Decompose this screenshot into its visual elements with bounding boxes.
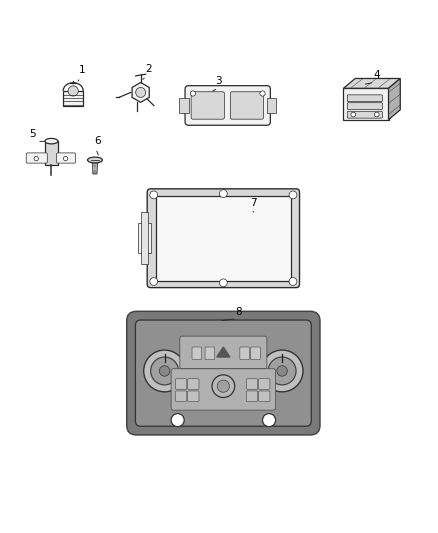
Text: 8: 8 bbox=[235, 306, 242, 317]
Circle shape bbox=[144, 350, 185, 392]
Bar bbox=[267, 98, 276, 114]
Circle shape bbox=[277, 366, 287, 376]
FancyBboxPatch shape bbox=[127, 311, 320, 435]
FancyBboxPatch shape bbox=[176, 379, 187, 389]
Circle shape bbox=[190, 91, 195, 96]
Polygon shape bbox=[92, 161, 98, 174]
Text: 2: 2 bbox=[145, 64, 152, 74]
Circle shape bbox=[289, 191, 297, 199]
Bar bbox=[179, 98, 188, 114]
Circle shape bbox=[151, 357, 179, 385]
Bar bbox=[156, 196, 291, 281]
Ellipse shape bbox=[45, 139, 58, 144]
Circle shape bbox=[261, 350, 303, 392]
Circle shape bbox=[64, 156, 68, 161]
FancyBboxPatch shape bbox=[258, 379, 270, 389]
FancyBboxPatch shape bbox=[251, 347, 260, 360]
FancyBboxPatch shape bbox=[258, 391, 270, 401]
FancyBboxPatch shape bbox=[57, 153, 76, 163]
Text: 1: 1 bbox=[78, 65, 85, 75]
Polygon shape bbox=[343, 78, 400, 88]
Bar bbox=[63, 91, 83, 106]
Circle shape bbox=[171, 414, 184, 426]
FancyBboxPatch shape bbox=[192, 347, 201, 360]
Circle shape bbox=[289, 278, 297, 286]
FancyBboxPatch shape bbox=[191, 92, 224, 119]
Circle shape bbox=[34, 156, 39, 161]
Bar bbox=[45, 141, 58, 165]
FancyBboxPatch shape bbox=[26, 153, 47, 163]
FancyBboxPatch shape bbox=[347, 95, 382, 102]
FancyBboxPatch shape bbox=[240, 347, 250, 360]
Polygon shape bbox=[343, 88, 389, 119]
Circle shape bbox=[159, 366, 170, 376]
Text: 7: 7 bbox=[250, 198, 256, 208]
Circle shape bbox=[260, 91, 265, 96]
Polygon shape bbox=[132, 83, 149, 102]
FancyBboxPatch shape bbox=[205, 347, 215, 360]
FancyBboxPatch shape bbox=[185, 86, 270, 125]
FancyBboxPatch shape bbox=[187, 391, 199, 401]
Bar bbox=[138, 223, 151, 254]
FancyBboxPatch shape bbox=[171, 369, 276, 410]
FancyBboxPatch shape bbox=[180, 336, 267, 369]
Text: 6: 6 bbox=[95, 136, 101, 147]
FancyBboxPatch shape bbox=[247, 379, 258, 389]
Circle shape bbox=[150, 191, 158, 199]
Circle shape bbox=[268, 357, 296, 385]
Circle shape bbox=[262, 414, 276, 426]
FancyBboxPatch shape bbox=[347, 103, 382, 109]
Text: 5: 5 bbox=[29, 130, 36, 140]
Bar bbox=[141, 212, 148, 264]
Circle shape bbox=[351, 112, 356, 117]
FancyBboxPatch shape bbox=[135, 320, 311, 426]
Circle shape bbox=[219, 279, 227, 287]
Circle shape bbox=[217, 380, 230, 392]
FancyBboxPatch shape bbox=[176, 391, 187, 401]
FancyBboxPatch shape bbox=[187, 379, 199, 389]
Text: 3: 3 bbox=[215, 76, 222, 86]
Circle shape bbox=[68, 86, 78, 96]
Circle shape bbox=[219, 190, 227, 198]
Text: 4: 4 bbox=[373, 70, 380, 80]
Polygon shape bbox=[389, 78, 400, 119]
FancyBboxPatch shape bbox=[147, 189, 300, 288]
Polygon shape bbox=[217, 347, 230, 357]
Circle shape bbox=[212, 375, 235, 398]
FancyBboxPatch shape bbox=[247, 391, 258, 401]
Circle shape bbox=[136, 87, 145, 98]
FancyBboxPatch shape bbox=[230, 92, 264, 119]
FancyBboxPatch shape bbox=[347, 111, 382, 118]
Circle shape bbox=[374, 112, 379, 117]
Circle shape bbox=[150, 278, 158, 286]
Ellipse shape bbox=[88, 157, 102, 163]
